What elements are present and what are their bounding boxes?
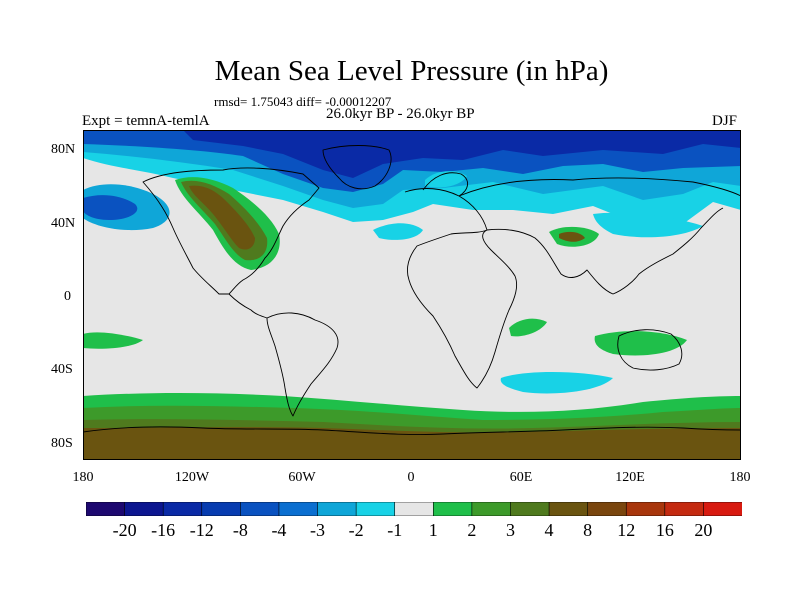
coast-scandinavia bbox=[422, 172, 468, 197]
atlantic-cyan-blob bbox=[373, 223, 423, 240]
colorbar-label: 20 bbox=[694, 520, 713, 540]
colorbar-label: 1 bbox=[428, 520, 438, 540]
colorbar-label: 12 bbox=[617, 520, 636, 540]
colorbar-label: 3 bbox=[505, 520, 515, 540]
coast-south-america bbox=[266, 312, 339, 417]
colorbar-swatch bbox=[625, 502, 666, 516]
colorbar-label: 8 bbox=[583, 520, 593, 540]
colorbar-swatch bbox=[355, 502, 396, 516]
lon-label-0: 0 bbox=[407, 470, 415, 485]
central-asia-cyan-blob bbox=[593, 212, 703, 238]
colorbar bbox=[86, 502, 742, 516]
colorbar-swatch bbox=[548, 502, 589, 516]
coast-antarctica bbox=[83, 426, 741, 435]
coast-asia bbox=[458, 177, 741, 295]
colorbar-swatch bbox=[317, 502, 357, 516]
lon-label-120e: 120E bbox=[615, 470, 645, 485]
coast-central-america bbox=[228, 293, 268, 319]
coast-greenland bbox=[322, 145, 392, 190]
lon-label-120w: 120W bbox=[174, 470, 210, 485]
colorbar-swatch bbox=[86, 502, 126, 516]
colorbar-swatch bbox=[162, 502, 203, 516]
lon-label-60e: 60E bbox=[509, 470, 533, 485]
lat-label-0: 0 bbox=[64, 289, 71, 304]
lon-label-180w: 180 bbox=[72, 470, 94, 485]
colorbar-label: 16 bbox=[655, 520, 674, 540]
lat-label-40n: 40N bbox=[51, 216, 76, 231]
colorbar-swatch bbox=[278, 502, 319, 516]
north-pacific-blue-blob bbox=[83, 195, 138, 220]
antarctica-brown bbox=[83, 427, 741, 460]
lat-label-40s: 40S bbox=[51, 362, 73, 377]
plot-title: Mean Sea Level Pressure (in hPa) bbox=[214, 55, 609, 87]
colorbar-swatch bbox=[471, 502, 512, 516]
south-atlantic-green bbox=[509, 318, 547, 337]
colorbar-swatch bbox=[432, 502, 473, 516]
colorbar-swatch bbox=[124, 502, 164, 516]
colorbar-label: -4 bbox=[271, 520, 287, 540]
colorbar-swatch bbox=[510, 502, 550, 516]
coast-australia bbox=[617, 329, 683, 371]
period-text: 26.0kyr BP - 26.0kyr BP bbox=[326, 106, 475, 122]
experiment-label: Expt = temnA-temlA bbox=[82, 113, 210, 129]
colorbar-swatch bbox=[201, 502, 242, 516]
coastlines bbox=[83, 145, 741, 435]
colorbar-label: -1 bbox=[387, 520, 403, 540]
colorbar-label: 2 bbox=[467, 520, 477, 540]
scandinavia-cyan-blob bbox=[425, 171, 467, 188]
indian-ocean-green bbox=[594, 331, 687, 356]
colorbar-swatch bbox=[394, 502, 434, 516]
southern-cyan-blob bbox=[500, 372, 613, 394]
colorbar-label: -20 bbox=[112, 520, 137, 540]
colorbar-label: -8 bbox=[232, 520, 248, 540]
season-label: DJF bbox=[712, 113, 738, 129]
lat-label-80s: 80S bbox=[51, 436, 73, 451]
colorbar-label: -16 bbox=[151, 520, 176, 540]
lon-label-60w: 60W bbox=[288, 470, 316, 485]
colorbar-label: -2 bbox=[348, 520, 364, 540]
south-pacific-green bbox=[83, 332, 143, 349]
colorbar-label: -12 bbox=[189, 520, 214, 540]
colorbar-swatch bbox=[240, 502, 280, 516]
lon-label-180e: 180 bbox=[729, 470, 751, 485]
colorbar-swatch bbox=[664, 502, 705, 516]
north-america-brown bbox=[189, 185, 255, 250]
colorbar-swatch bbox=[703, 502, 742, 516]
coast-europe-africa bbox=[404, 188, 518, 389]
asia-brown-blob bbox=[559, 231, 585, 242]
map-frame bbox=[83, 130, 741, 460]
colorbar-label: 4 bbox=[544, 520, 554, 540]
lat-label-80n: 80N bbox=[51, 142, 76, 157]
colorbar-label: -3 bbox=[310, 520, 326, 540]
arctic-darkblue-band bbox=[183, 130, 741, 178]
coast-north-america bbox=[142, 167, 320, 295]
stats-text: rmsd= 1.75043 diff= -0.00012207 bbox=[214, 94, 392, 109]
colorbar-swatch bbox=[587, 502, 627, 516]
pressure-map bbox=[83, 130, 741, 460]
